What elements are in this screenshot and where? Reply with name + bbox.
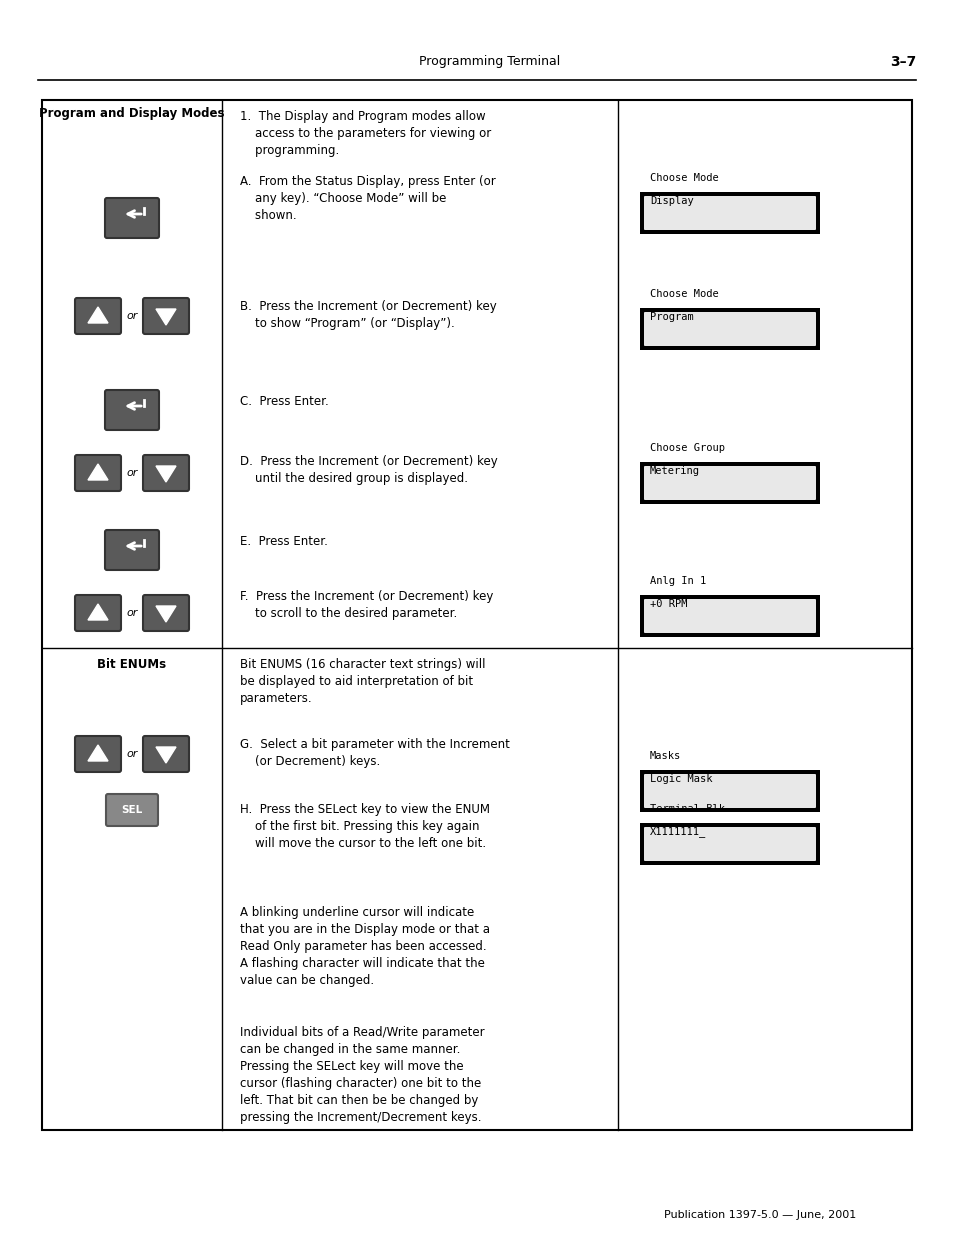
Text: Choose Group: Choose Group: [649, 443, 724, 453]
Text: 1.  The Display and Program modes allow
    access to the parameters for viewing: 1. The Display and Program modes allow a…: [240, 110, 491, 157]
Text: 3–7: 3–7: [889, 56, 915, 69]
Text: Program and Display Modes: Program and Display Modes: [39, 107, 225, 121]
FancyBboxPatch shape: [75, 298, 121, 333]
FancyBboxPatch shape: [643, 312, 815, 346]
Text: or: or: [126, 468, 137, 478]
Text: Choose Mode: Choose Mode: [649, 289, 718, 299]
FancyBboxPatch shape: [143, 595, 189, 631]
Polygon shape: [156, 606, 175, 622]
FancyBboxPatch shape: [75, 736, 121, 772]
FancyBboxPatch shape: [639, 823, 820, 864]
Polygon shape: [88, 308, 108, 324]
FancyBboxPatch shape: [105, 390, 159, 430]
Text: Logic Mask: Logic Mask: [649, 774, 712, 784]
Text: A.  From the Status Display, press Enter (or
    any key). “Choose Mode” will be: A. From the Status Display, press Enter …: [240, 175, 496, 222]
Polygon shape: [88, 745, 108, 761]
FancyBboxPatch shape: [643, 774, 815, 808]
Bar: [42, 100, 911, 1130]
Text: Program: Program: [649, 312, 693, 322]
Text: Anlg In 1: Anlg In 1: [649, 576, 705, 585]
FancyBboxPatch shape: [75, 454, 121, 492]
Text: +0 RPM: +0 RPM: [649, 599, 687, 609]
Polygon shape: [156, 309, 175, 325]
Text: Individual bits of a Read/Write parameter
can be changed in the same manner.
Pre: Individual bits of a Read/Write paramete…: [240, 1026, 484, 1124]
FancyBboxPatch shape: [643, 196, 815, 230]
FancyBboxPatch shape: [643, 827, 815, 861]
Text: Publication 1397-5.0 — June, 2001: Publication 1397-5.0 — June, 2001: [663, 1210, 855, 1220]
Text: Display: Display: [649, 196, 693, 206]
FancyBboxPatch shape: [639, 191, 820, 233]
Polygon shape: [88, 464, 108, 480]
Polygon shape: [156, 747, 175, 763]
Text: Masks: Masks: [649, 751, 680, 761]
Text: A blinking underline cursor will indicate
that you are in the Display mode or th: A blinking underline cursor will indicat…: [240, 906, 490, 987]
Text: Bit ENUMS (16 character text strings) will
be displayed to aid interpretation of: Bit ENUMS (16 character text strings) wi…: [240, 658, 485, 705]
FancyBboxPatch shape: [643, 599, 815, 634]
FancyBboxPatch shape: [643, 466, 815, 500]
Polygon shape: [156, 466, 175, 482]
FancyBboxPatch shape: [639, 308, 820, 350]
Polygon shape: [88, 604, 108, 620]
FancyBboxPatch shape: [143, 298, 189, 333]
FancyBboxPatch shape: [639, 462, 820, 504]
Text: H.  Press the SELect key to view the ENUM
    of the first bit. Pressing this ke: H. Press the SELect key to view the ENUM…: [240, 803, 490, 850]
Text: X1111111̲: X1111111̲: [649, 826, 705, 837]
Text: Metering: Metering: [649, 466, 700, 475]
Text: F.  Press the Increment (or Decrement) key
    to scroll to the desired paramete: F. Press the Increment (or Decrement) ke…: [240, 590, 493, 620]
FancyBboxPatch shape: [639, 769, 820, 811]
FancyBboxPatch shape: [639, 595, 820, 637]
Text: Choose Mode: Choose Mode: [649, 173, 718, 183]
Text: D.  Press the Increment (or Decrement) key
    until the desired group is displa: D. Press the Increment (or Decrement) ke…: [240, 454, 497, 485]
Text: E.  Press Enter.: E. Press Enter.: [240, 535, 328, 548]
Text: or: or: [126, 748, 137, 760]
Text: G.  Select a bit parameter with the Increment
    (or Decrement) keys.: G. Select a bit parameter with the Incre…: [240, 739, 509, 768]
Text: B.  Press the Increment (or Decrement) key
    to show “Program” (or “Display”).: B. Press the Increment (or Decrement) ke…: [240, 300, 497, 330]
FancyBboxPatch shape: [75, 595, 121, 631]
Text: Programming Terminal: Programming Terminal: [419, 56, 560, 68]
Text: Bit ENUMs: Bit ENUMs: [97, 657, 167, 671]
FancyBboxPatch shape: [143, 454, 189, 492]
Text: SEL: SEL: [121, 805, 143, 815]
FancyBboxPatch shape: [106, 794, 158, 826]
Text: Terminal Blk: Terminal Blk: [649, 804, 724, 814]
Text: or: or: [126, 608, 137, 618]
FancyBboxPatch shape: [105, 530, 159, 571]
FancyBboxPatch shape: [105, 198, 159, 238]
Text: or: or: [126, 311, 137, 321]
Text: C.  Press Enter.: C. Press Enter.: [240, 395, 329, 408]
FancyBboxPatch shape: [143, 736, 189, 772]
